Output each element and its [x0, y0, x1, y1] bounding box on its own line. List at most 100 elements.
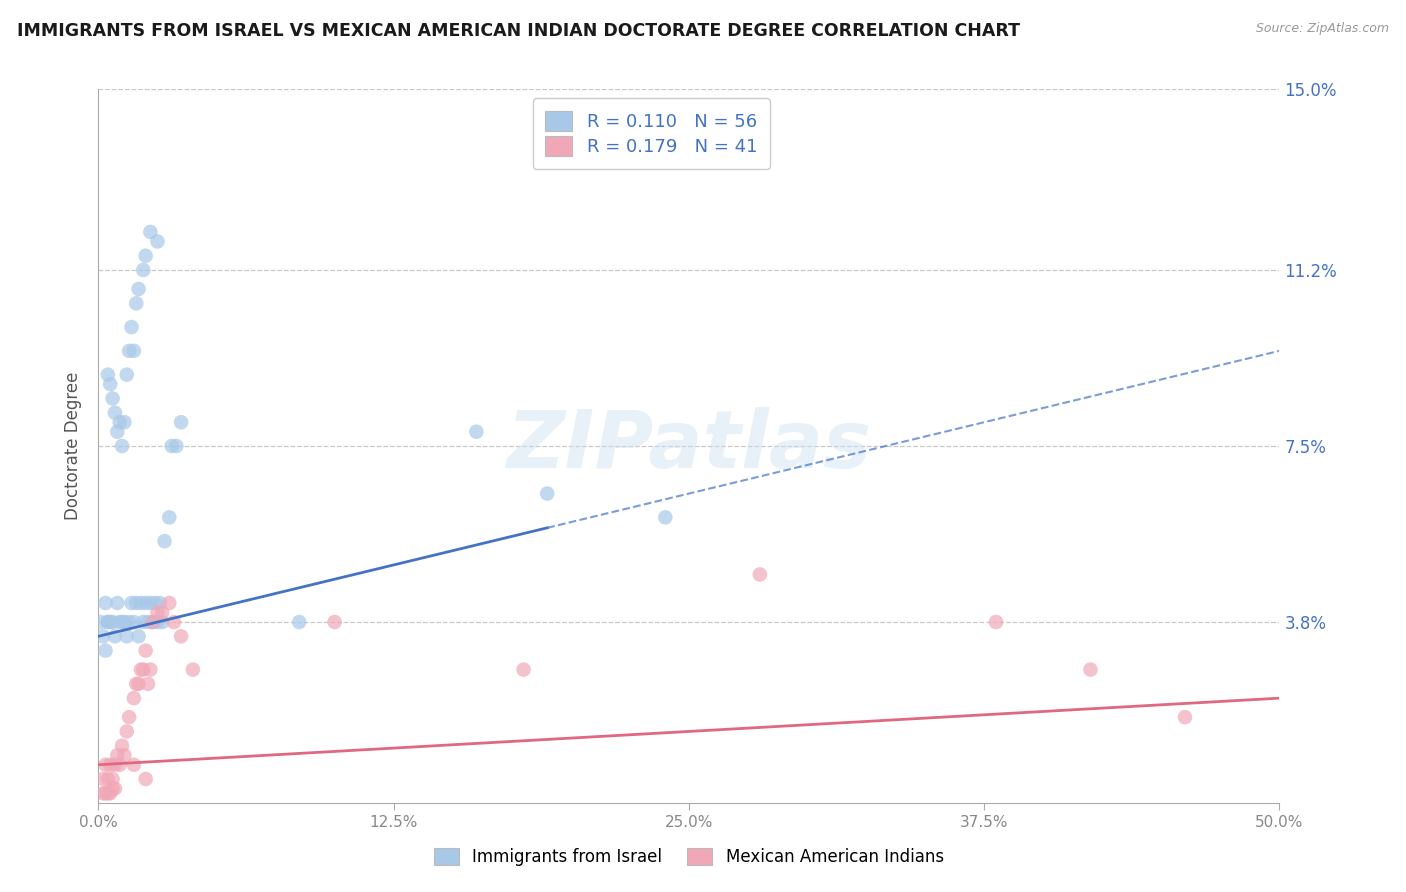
Point [104, 629, 127, 643]
Point [142, 615, 165, 629]
Point [1174, 710, 1197, 724]
Point [135, 596, 157, 610]
Point [984, 615, 1007, 629]
Point [149, 596, 172, 610]
Point [118, 343, 141, 358]
Point [104, 781, 127, 796]
Point [97, 786, 120, 800]
Point [125, 296, 148, 310]
Point [150, 606, 173, 620]
Point [94, 786, 117, 800]
Point [465, 425, 488, 439]
Point [125, 596, 148, 610]
Point [121, 596, 143, 610]
Point [94, 757, 117, 772]
Point [128, 677, 150, 691]
Point [118, 710, 141, 724]
Point [132, 263, 155, 277]
Point [654, 510, 676, 524]
Point [112, 415, 135, 429]
Point [135, 772, 157, 786]
Point [135, 249, 157, 263]
Point [135, 643, 157, 657]
Point [323, 615, 346, 629]
Text: ZIPatlas: ZIPatlas [506, 407, 872, 485]
Point [136, 677, 159, 691]
Point [105, 425, 128, 439]
Point [157, 596, 180, 610]
Point [115, 724, 138, 739]
Point [104, 757, 127, 772]
Point [129, 596, 152, 610]
Point [111, 615, 134, 629]
Point [170, 415, 193, 429]
Point [150, 615, 173, 629]
Point [108, 415, 131, 429]
Point [97, 772, 120, 786]
Point [142, 615, 165, 629]
Point [139, 663, 162, 677]
Point [112, 748, 135, 763]
Point [163, 615, 186, 629]
Point [115, 368, 138, 382]
Point [111, 739, 134, 753]
Point [512, 663, 534, 677]
Point [98, 786, 121, 800]
Point [105, 596, 128, 610]
Text: Source: ZipAtlas.com: Source: ZipAtlas.com [1256, 22, 1389, 36]
Point [91, 629, 114, 643]
Point [98, 377, 121, 392]
Point [98, 757, 121, 772]
Point [91, 772, 114, 786]
Point [115, 629, 138, 643]
Point [112, 615, 135, 629]
Point [136, 615, 159, 629]
Point [153, 534, 176, 549]
Point [97, 615, 120, 629]
Point [170, 629, 193, 643]
Point [101, 781, 124, 796]
Point [146, 606, 169, 620]
Point [105, 748, 128, 763]
Point [181, 663, 204, 677]
Point [143, 596, 166, 610]
Point [94, 643, 117, 657]
Point [157, 510, 180, 524]
Point [146, 235, 169, 249]
Point [165, 439, 187, 453]
Point [122, 343, 145, 358]
Point [121, 320, 143, 334]
Point [1080, 663, 1102, 677]
Point [125, 677, 148, 691]
Point [160, 439, 183, 453]
Point [748, 567, 770, 582]
Point [101, 615, 124, 629]
Point [122, 757, 145, 772]
Text: IMMIGRANTS FROM ISRAEL VS MEXICAN AMERICAN INDIAN DOCTORATE DEGREE CORRELATION C: IMMIGRANTS FROM ISRAEL VS MEXICAN AMERIC… [17, 22, 1019, 40]
Point [101, 392, 124, 406]
Point [288, 615, 311, 629]
Point [122, 615, 145, 629]
Point [91, 786, 114, 800]
Point [536, 486, 558, 500]
Point [104, 406, 127, 420]
Point [97, 615, 120, 629]
Point [90, 615, 112, 629]
Point [139, 225, 162, 239]
Point [128, 629, 150, 643]
Point [98, 615, 121, 629]
Point [132, 615, 155, 629]
Point [146, 615, 169, 629]
Point [129, 663, 152, 677]
Point [118, 615, 141, 629]
Point [132, 663, 155, 677]
Point [139, 596, 162, 610]
Point [122, 691, 145, 706]
Y-axis label: Doctorate Degree: Doctorate Degree [65, 372, 83, 520]
Point [111, 439, 134, 453]
Point [108, 757, 131, 772]
Point [97, 368, 120, 382]
Legend: Immigrants from Israel, Mexican American Indians: Immigrants from Israel, Mexican American… [427, 841, 950, 873]
Point [101, 772, 124, 786]
Point [128, 282, 150, 296]
